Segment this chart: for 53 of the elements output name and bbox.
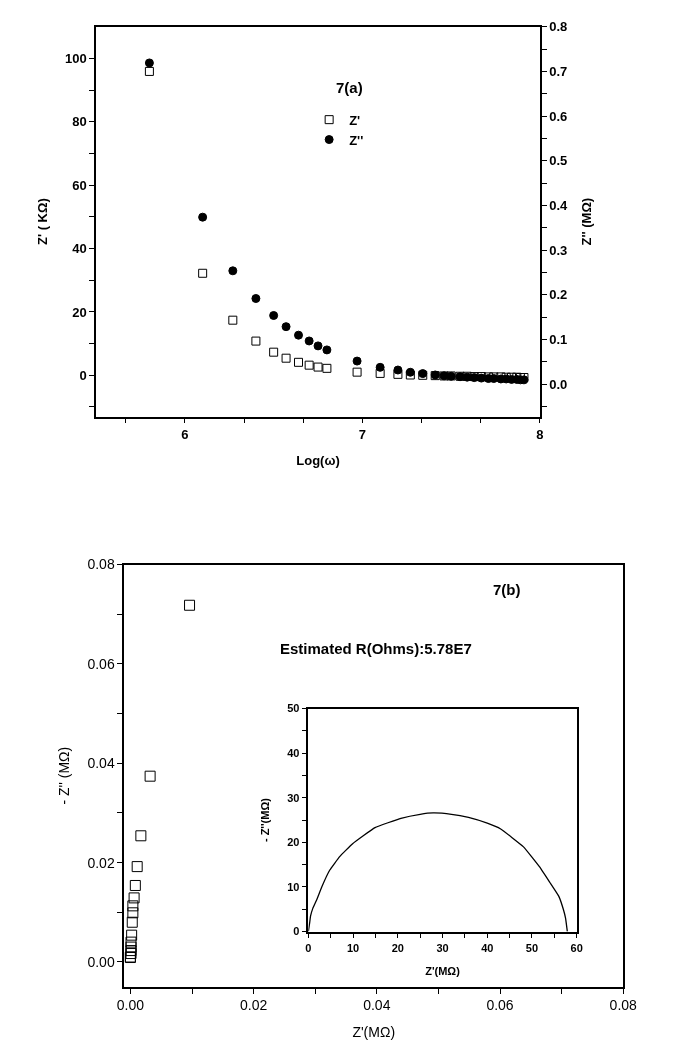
y-tick-label: 0 — [79, 367, 87, 383]
x-tick-label: 0.08 — [609, 997, 638, 1014]
y-tick-label: 0.02 — [87, 854, 115, 871]
y-tick-label: 40 — [72, 241, 87, 257]
y-tick-label: 20 — [287, 836, 300, 849]
y2-tick-label: 0.1 — [549, 332, 568, 348]
legend-label: Z'' — [349, 132, 364, 148]
x-tick-label: 6 — [181, 426, 189, 442]
y-tick-label: 60 — [72, 177, 87, 193]
y-tick-label: 0.00 — [87, 953, 115, 970]
y-tick-label: 30 — [287, 791, 300, 804]
x-tick-label: 0.00 — [116, 997, 145, 1014]
x-tick-label: 7 — [358, 426, 367, 442]
legend-label: Z' — [349, 112, 361, 128]
x-tick-label: 10 — [346, 941, 360, 954]
y2-axis-title: Z'' (MΩ) — [579, 197, 595, 246]
x-tick-label: 40 — [481, 941, 494, 954]
x-tick-label: 60 — [570, 941, 583, 954]
y-axis-title: Z' ( KΩ) — [34, 198, 50, 245]
y2-tick-label: 0.8 — [549, 19, 568, 35]
y-axis-title: - Z''(MΩ) — [259, 797, 272, 843]
y-tick-label: 0.04 — [87, 755, 115, 772]
x-axis-title: Z'(MΩ) — [352, 1024, 396, 1041]
x-tick-label: 0.04 — [363, 997, 391, 1014]
x-tick-label: 30 — [436, 941, 449, 954]
x-tick-label: 0.02 — [239, 997, 268, 1014]
x-tick-label: 20 — [391, 941, 404, 954]
x-axis-title: Log(ω) — [296, 452, 340, 468]
y2-tick-label: 0.4 — [549, 198, 569, 214]
x-tick-label: 0.06 — [486, 997, 514, 1014]
annotation: Estimated R(Ohms):5.78E7 — [280, 640, 472, 657]
y-tick-label: 80 — [72, 114, 87, 130]
y2-tick-label: 0.2 — [549, 287, 568, 303]
y2-tick-label: 0.7 — [549, 64, 568, 79]
y2-tick-label: 0.3 — [549, 242, 568, 258]
annotation: 7(a) — [336, 79, 363, 96]
y-tick-label: 50 — [287, 702, 300, 715]
y-tick-label: 0.08 — [87, 556, 115, 573]
y-tick-label: 20 — [72, 304, 87, 320]
y2-tick-label: 0.0 — [549, 376, 568, 392]
y-tick-label: 0 — [293, 925, 300, 938]
y-axis-title: - Z'' (MΩ) — [55, 746, 72, 805]
y2-tick-label: 0.5 — [549, 153, 568, 169]
x-tick-label: 0 — [305, 941, 312, 954]
y-tick-label: 100 — [65, 50, 87, 66]
x-tick-label: 8 — [536, 426, 544, 442]
y2-tick-label: 0.6 — [549, 108, 568, 124]
x-axis-title: Z'(MΩ) — [425, 965, 461, 978]
annotation: 7(b) — [493, 581, 521, 598]
x-tick-label: 50 — [525, 941, 539, 954]
y-tick-label: 10 — [287, 880, 300, 893]
y-tick-label: 0.06 — [87, 655, 115, 672]
y-tick-label: 40 — [287, 747, 300, 760]
